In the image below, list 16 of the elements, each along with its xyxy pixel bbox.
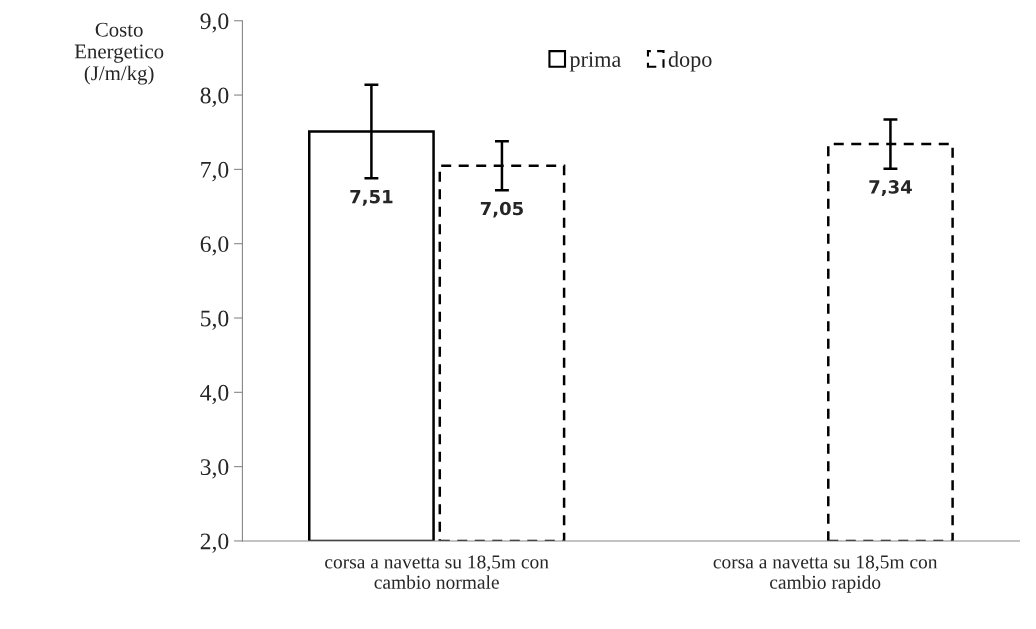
x-tick-label: corsa a navetta su 18,5m con cambio normale <box>325 555 549 589</box>
y-tick-label: 7,0 <box>201 161 229 182</box>
legend-label: prima <box>569 52 621 72</box>
x-tick-label: corsa a navetta su 18,5m con cambio rapido <box>713 555 938 593</box>
y-tick-label: 9,0 <box>200 13 229 33</box>
data-label: 7,34 <box>869 180 912 197</box>
y-tick-label: 6,0 <box>200 236 229 256</box>
y-tick-label: 3,0 <box>200 459 229 479</box>
data-label: 7,51 <box>350 190 393 206</box>
y-axis-title: Costo Energetico (J/m/kg) <box>74 22 164 85</box>
legend-label: dopo <box>668 51 712 72</box>
y-tick-label: 5,0 <box>201 310 229 330</box>
y-tick-label: 4,0 <box>200 384 229 405</box>
y-tick-label: 8,0 <box>200 87 229 107</box>
data-label: 7,05 <box>480 201 523 218</box>
y-tick-label: 2,0 <box>200 533 229 553</box>
